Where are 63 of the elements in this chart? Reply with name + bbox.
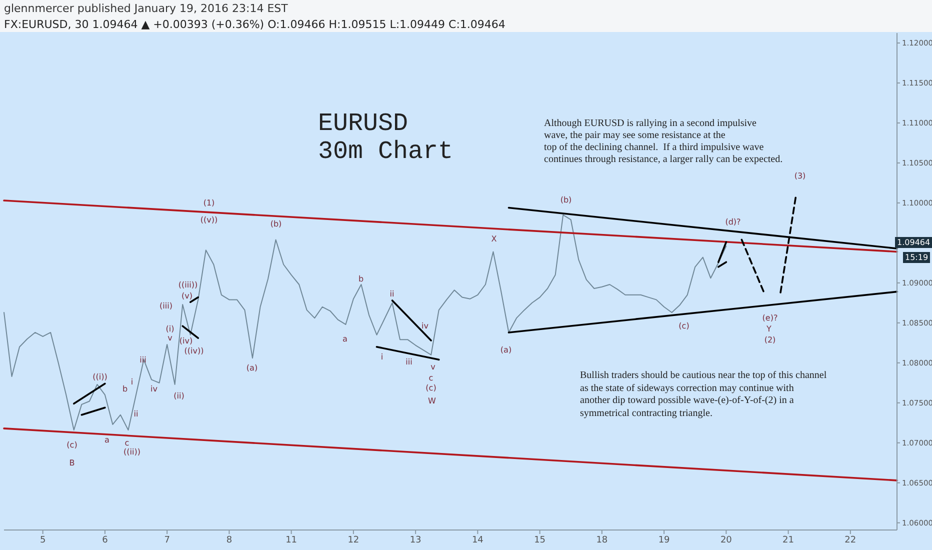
annotation: ((i)) [92,372,108,382]
text: 15:19 [903,252,930,263]
annotation: a [104,436,110,444]
annotation: v [430,362,436,372]
annotation: (c) [66,440,78,450]
x-tick-label: 12 [348,535,360,546]
annotation: W [428,396,436,406]
annotation: (iii) [160,302,172,310]
x-tick-label: 19 [658,535,670,546]
x-tick-label: 22 [844,535,856,546]
annotation: (e)? [762,314,778,322]
x-tick-label: 20 [720,535,732,546]
annotation: b [122,384,128,394]
annotation: Y [766,324,772,334]
x-tick-label: 7 [164,535,170,546]
x-tick-label: 8 [226,535,232,546]
annotation: ((iii)) [178,280,198,290]
text: EURUSD 30m Chart [318,109,454,166]
annotation: c [124,438,130,448]
annotation: X [491,234,497,244]
annotation: v [168,334,172,342]
annotation: (i) [166,324,174,334]
x-tick-label: 15 [534,535,546,546]
annotation: iii [140,356,146,364]
x-tick-label: 11 [286,535,298,546]
annotation: ((iv)) [184,346,204,356]
annotation: c [428,374,434,382]
annotation: ((ii)) [124,448,140,456]
annotation: ii [390,290,394,298]
chart-subtitle: FX:EURUSD, 30 1.09464 ▲ +0.00393 (+0.36%) O:1.09466 H:1.09515 L:1.09449 C:1.09464 [4,18,506,31]
x-tick-label: 6 [102,535,108,546]
x-tick-label: 18 [596,535,608,546]
annotation: (ii) [174,392,184,400]
annotation: (a) [246,364,258,372]
annotation: b [358,274,364,284]
annotation: iv [422,322,428,330]
annotation: Although EURUSD is rallying in a second impulsive wave, the pair may see some resistance at the top of the declining channel. If a third impulsive wave continues through resistance, a larger rally can be expected. [544,118,783,166]
annotation: iii [406,358,412,366]
annotation: (c) [678,322,690,330]
annotation: (a) [500,346,512,354]
annotation: (b) [270,220,282,228]
annotation: a [342,334,348,344]
annotation: i [130,378,134,386]
x-tick-label: 5 [40,535,46,546]
annotation: (3) [794,172,806,180]
annotation: (v) [182,292,192,300]
annotation: (2) [764,336,776,344]
annotation: ((v)) [200,216,218,224]
annotation: iv [150,384,158,394]
annotation: B [69,458,75,468]
x-tick-label: 21 [782,535,794,546]
annotation: (b) [560,196,572,204]
annotation: i [380,352,384,362]
annotation: 1.09464 [895,237,932,248]
x-tick-label: 13 [410,535,422,546]
annotation: (1) [203,198,215,208]
annotation: (iv) [179,336,193,346]
x-tick-label: 14 [472,535,484,546]
annotation: (d)? [725,218,741,226]
annotation: Bullish traders should be cautious near the top of this channel as the state of sideways correction may continue with another dip toward possible wave-(e)-of-Y-of-(2) in a symmetrical contracting triangle. [580,370,827,420]
annotation: ii [134,410,138,418]
annotation: (c) [426,384,436,392]
text: glennmercer published January 19, 2016 23:14 EST [4,2,288,15]
